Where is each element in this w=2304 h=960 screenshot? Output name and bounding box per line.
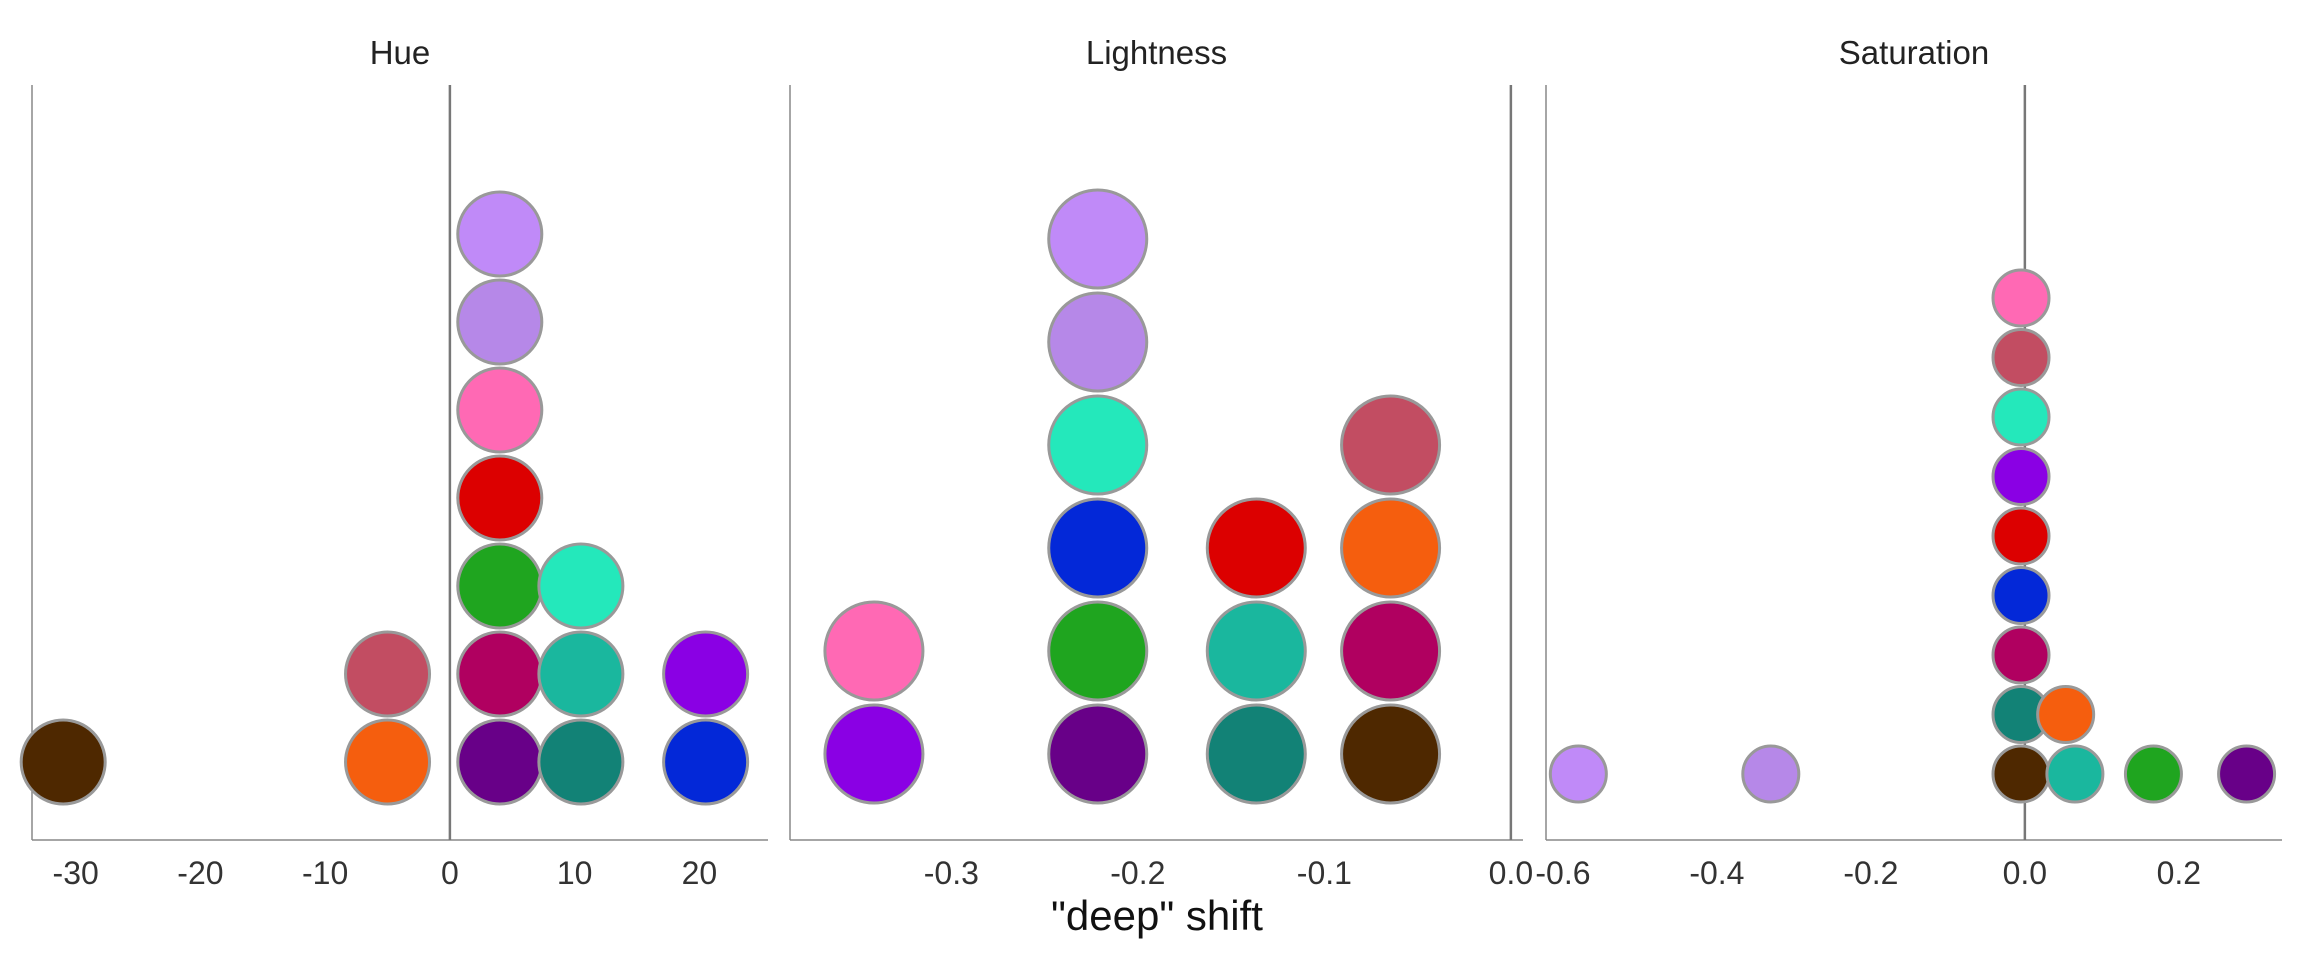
data-point <box>537 542 625 630</box>
data-point <box>823 703 925 805</box>
data-point <box>537 718 625 806</box>
data-point <box>1548 744 1608 804</box>
data-point <box>2123 744 2183 804</box>
data-point <box>456 454 544 542</box>
data-point <box>1741 744 1801 804</box>
x-tick-label: -30 <box>53 855 99 891</box>
data-point <box>344 630 432 718</box>
data-point <box>2036 685 2096 744</box>
data-point <box>537 630 625 718</box>
data-point <box>456 542 544 630</box>
data-point <box>1991 328 2051 387</box>
data-point <box>19 718 107 806</box>
data-point <box>1991 566 2051 625</box>
x-tick-label: -0.2 <box>1110 855 1165 891</box>
x-tick-label: 10 <box>557 855 593 891</box>
data-point <box>1205 600 1307 702</box>
data-point <box>2217 744 2277 804</box>
x-tick-label: -0.1 <box>1297 855 1352 891</box>
data-point <box>456 366 544 454</box>
data-point <box>456 630 544 718</box>
panel-saturation: Saturation -0.6 -0.4 -0.2 0.0 0.2 <box>1535 34 2282 891</box>
data-point <box>2045 744 2105 804</box>
panel-title: Hue <box>370 34 431 71</box>
panel-hue: Hue -30 -20 -10 0 10 20 <box>19 34 768 891</box>
data-point <box>1991 506 2051 566</box>
x-tick-label: 0.0 <box>2003 855 2047 891</box>
x-tick-label: 0 <box>441 855 459 891</box>
x-tick-label: -10 <box>302 855 348 891</box>
x-tick-label: -0.6 <box>1535 855 1590 891</box>
data-point <box>456 718 544 806</box>
data-point <box>662 718 750 806</box>
panel-title: Saturation <box>1839 34 1989 71</box>
x-tick-label: -0.4 <box>1689 855 1744 891</box>
x-tick-label: 0.0 <box>1489 855 1533 891</box>
x-tick-label: -20 <box>177 855 223 891</box>
x-tick-label: 20 <box>682 855 718 891</box>
panel-lightness: Lightness -0.3 -0.2 -0.1 0.0 <box>789 34 1533 891</box>
data-point <box>1205 703 1307 805</box>
data-point <box>1047 188 1149 290</box>
data-point <box>1205 497 1307 599</box>
data-point <box>1047 497 1149 599</box>
data-point <box>344 718 432 806</box>
x-axis-title: "deep" shift <box>1051 892 1263 939</box>
data-point <box>1991 268 2051 328</box>
x-tick-label: -0.3 <box>924 855 979 891</box>
data-point <box>1047 600 1149 702</box>
data-point <box>1340 703 1442 805</box>
data-point <box>456 278 544 366</box>
data-point <box>1340 600 1442 702</box>
data-point <box>1047 703 1149 805</box>
data-point <box>662 630 750 718</box>
data-point <box>1047 291 1149 393</box>
data-point <box>456 190 544 278</box>
data-point <box>1991 744 2051 804</box>
panel-title: Lightness <box>1086 34 1227 71</box>
data-point <box>1047 394 1149 496</box>
data-point <box>1991 447 2051 506</box>
x-tick-label: -0.2 <box>1843 855 1898 891</box>
x-tick-label: 0.2 <box>2157 855 2201 891</box>
data-point <box>1340 394 1442 496</box>
data-point <box>1991 625 2051 685</box>
data-point <box>823 600 925 702</box>
data-point <box>1340 497 1442 599</box>
data-point <box>1991 387 2051 447</box>
